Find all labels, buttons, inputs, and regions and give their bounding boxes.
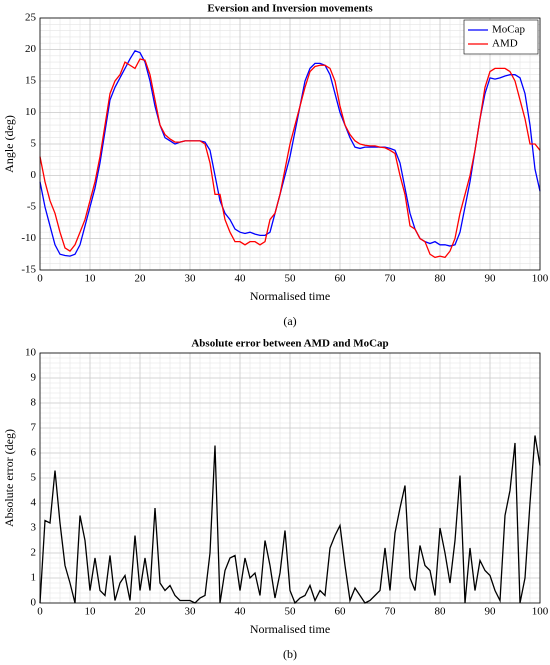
y-tick-label: -5: [27, 201, 37, 213]
y-tick-label: 5: [31, 138, 37, 150]
x-tick-label: 30: [185, 273, 197, 285]
plot-frame: [39, 352, 541, 604]
y-tick-label: 10: [25, 106, 37, 118]
x-tick-label: 10: [85, 273, 97, 285]
x-tick-label: 50: [285, 273, 297, 285]
y-tick-label: -10: [21, 232, 36, 244]
y-axis-label: Angle (deg): [2, 115, 16, 173]
x-tick-label: 70: [385, 273, 397, 285]
legend-label: AMD: [492, 38, 518, 50]
y-tick-label: 0: [31, 169, 37, 181]
x-tick-label: 30: [185, 606, 197, 618]
legend-box: [463, 19, 539, 55]
y-tick-label: 7: [31, 422, 37, 434]
x-tick-label: 80: [435, 606, 447, 618]
caption: (a): [283, 314, 296, 328]
y-tick-label: 2: [31, 547, 37, 559]
x-tick-label: 100: [532, 273, 549, 285]
data-line: [39, 435, 541, 605]
y-tick-label: 9: [31, 372, 37, 384]
x-tick-label: 60: [335, 273, 347, 285]
x-tick-label: 40: [235, 606, 247, 618]
x-tick-label: 100: [532, 606, 549, 618]
data-line: [39, 49, 541, 257]
caption: (b): [283, 647, 297, 661]
x-tick-label: 0: [37, 273, 43, 285]
chart-title: Eversion and Inversion movements: [207, 3, 373, 15]
y-tick-label: 4: [31, 497, 37, 509]
y-tick-label: 25: [25, 12, 37, 24]
y-axis-label: Absolute error (deg): [2, 429, 16, 527]
y-tick-label: 20: [25, 43, 37, 55]
y-tick-label: 1: [31, 572, 37, 584]
y-tick-label: 6: [31, 447, 37, 459]
y-tick-label: 8: [31, 397, 37, 409]
x-axis-label: Normalised time: [250, 622, 330, 636]
y-tick-label: 10: [25, 347, 37, 359]
y-tick-label: 0: [31, 597, 37, 609]
x-tick-label: 0: [37, 606, 43, 618]
data-line: [39, 58, 541, 259]
x-tick-label: 80: [435, 273, 447, 285]
x-tick-label: 40: [235, 273, 247, 285]
x-tick-label: 20: [135, 273, 147, 285]
x-tick-label: 10: [85, 606, 97, 618]
x-tick-label: 70: [385, 606, 397, 618]
y-tick-label: 5: [31, 472, 37, 484]
plot-frame: [39, 17, 541, 271]
y-tick-label: 3: [31, 522, 37, 534]
legend-label: MoCap: [492, 24, 526, 36]
x-tick-label: 20: [135, 606, 147, 618]
x-tick-label: 90: [485, 273, 497, 285]
x-tick-label: 50: [285, 606, 297, 618]
x-tick-label: 60: [335, 606, 347, 618]
x-tick-label: 90: [485, 606, 497, 618]
y-tick-label: 15: [25, 75, 37, 87]
y-tick-label: -15: [21, 264, 36, 276]
chart-title: Absolute error between AMD and MoCap: [191, 338, 388, 350]
x-axis-label: Normalised time: [250, 289, 330, 303]
